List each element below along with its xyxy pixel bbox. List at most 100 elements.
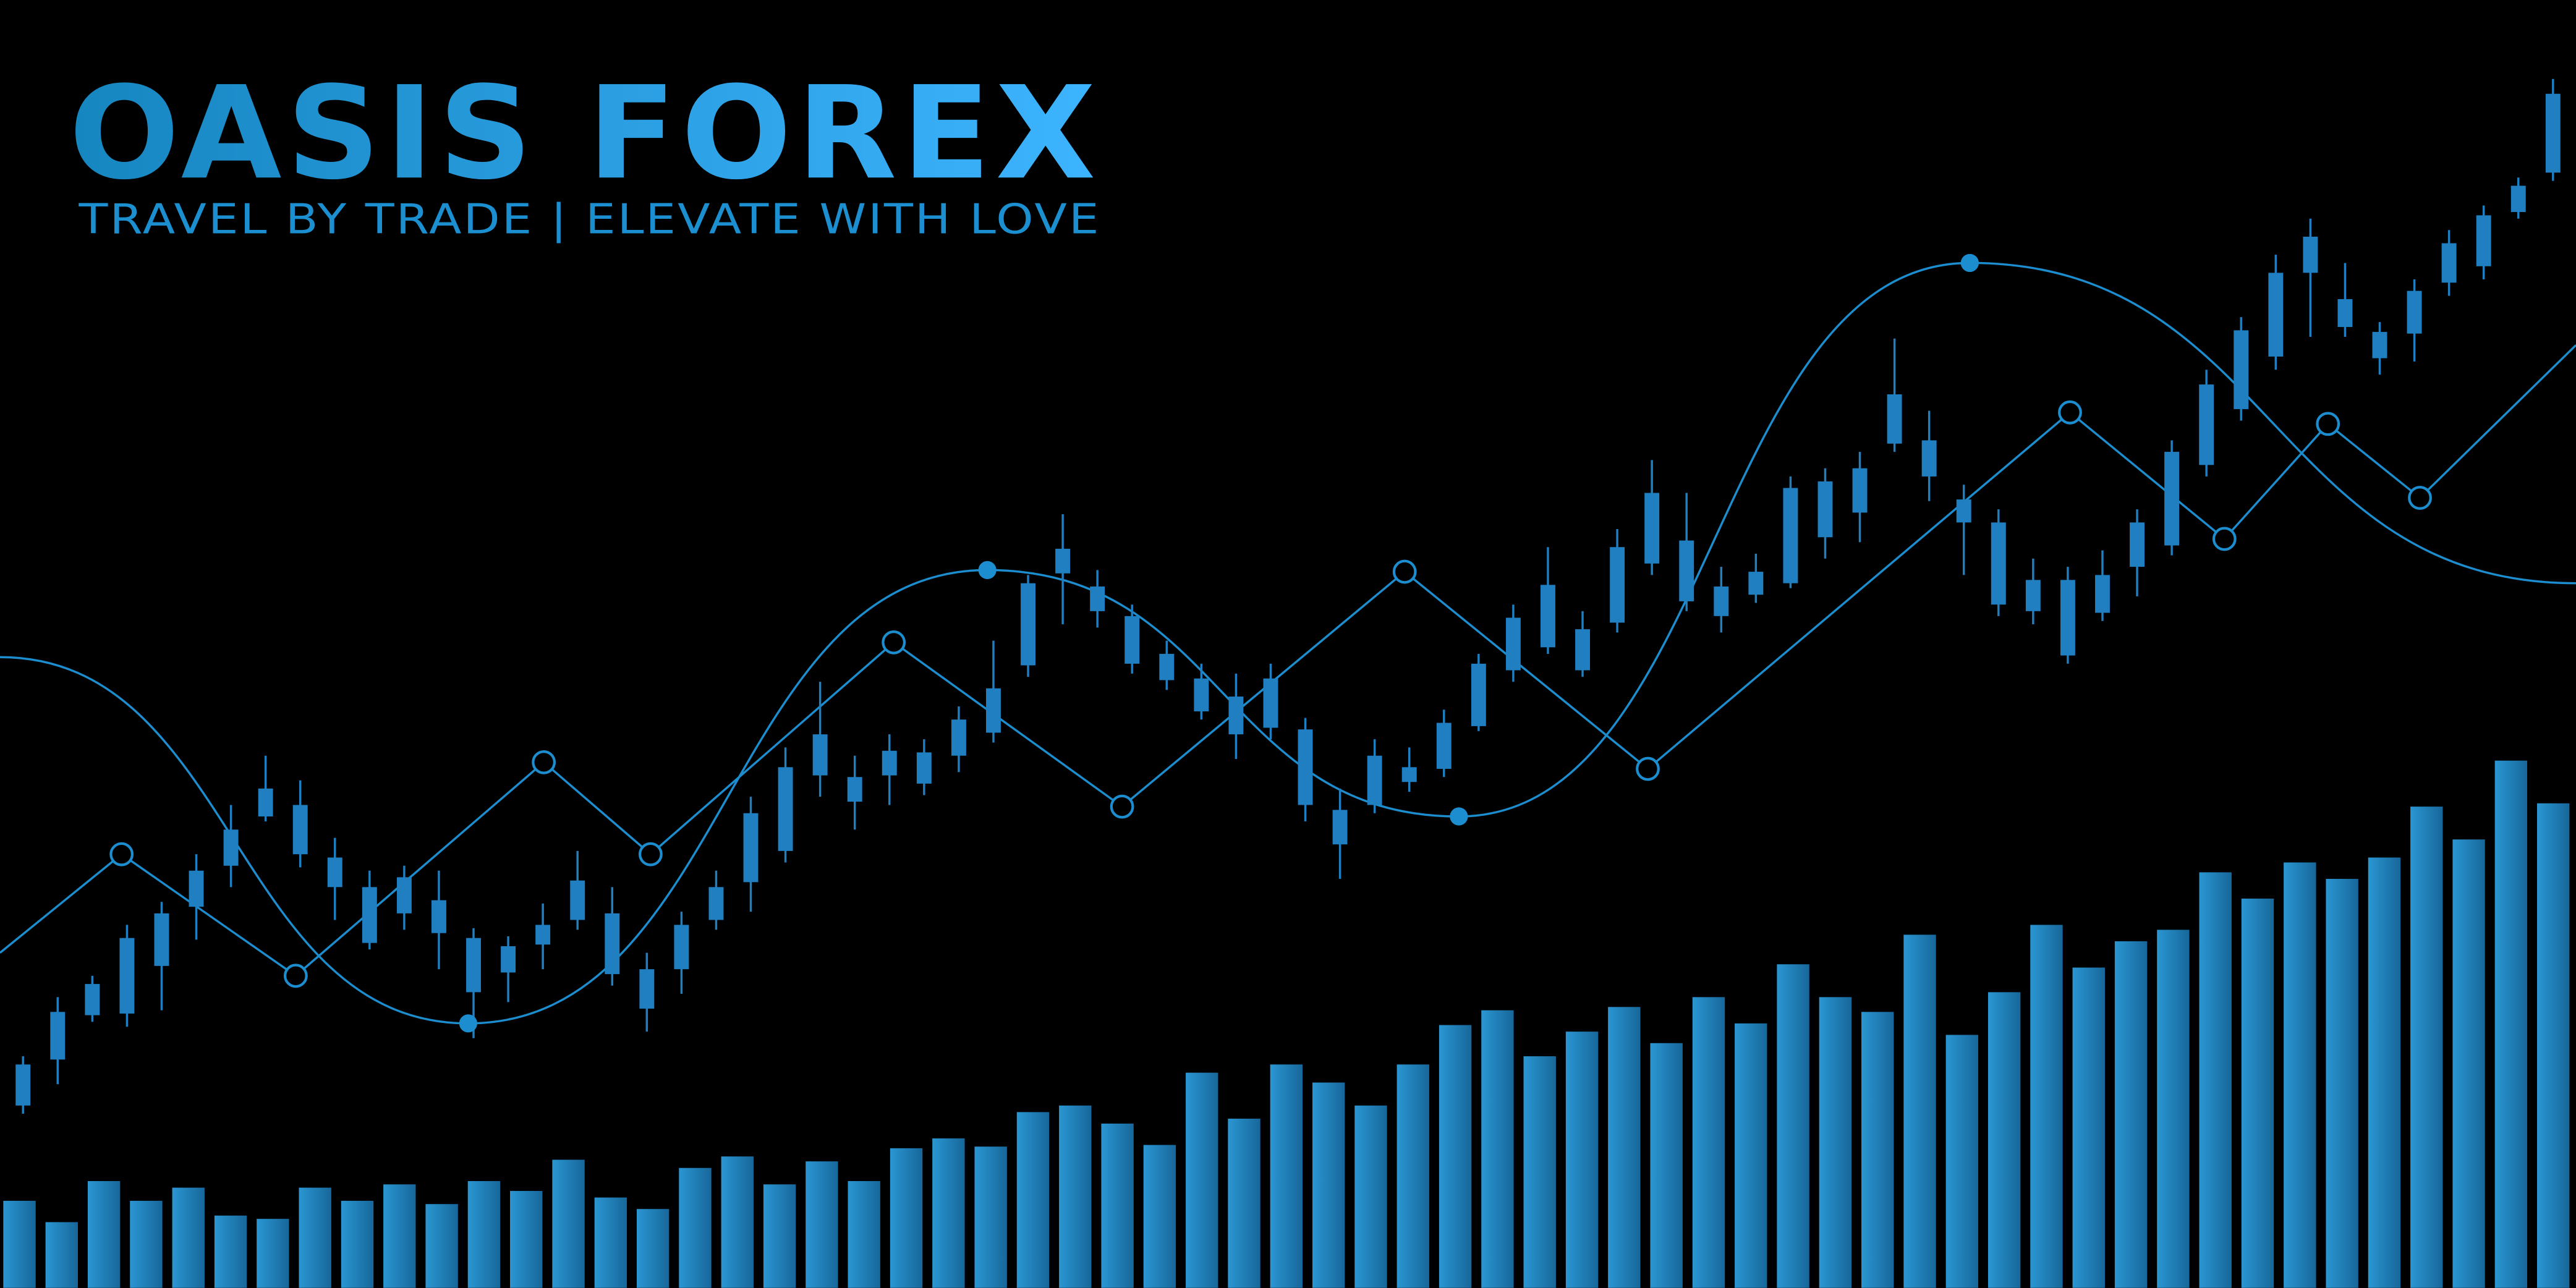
candle-body xyxy=(1644,493,1660,564)
candle-body xyxy=(1021,583,1035,666)
candle-body xyxy=(1505,617,1521,671)
volume-bar xyxy=(341,1200,374,1288)
volume-bar xyxy=(1354,1105,1387,1288)
volume-bar xyxy=(974,1146,1007,1288)
line-marker xyxy=(459,1014,478,1033)
candle-body xyxy=(605,913,620,975)
candle-body xyxy=(2199,384,2214,465)
candle-body xyxy=(2268,273,2284,357)
candle-body xyxy=(2441,243,2457,283)
candle-body xyxy=(2545,93,2561,173)
title: OASIS FOREX xyxy=(69,59,1101,208)
candle-body xyxy=(1748,572,1764,595)
volume-bar xyxy=(1987,992,2021,1288)
volume-bar xyxy=(130,1200,163,1288)
line-marker xyxy=(2316,412,2340,436)
volume-bar xyxy=(2368,857,2401,1288)
candle-body xyxy=(1610,547,1625,623)
candle-body xyxy=(2060,580,2075,656)
volume-bar xyxy=(2114,941,2148,1288)
candle-body xyxy=(2164,452,2180,546)
candle-body xyxy=(1887,394,1902,444)
candle-body xyxy=(1575,629,1590,671)
volume-bar xyxy=(383,1184,416,1288)
volume-bar xyxy=(2284,862,2316,1288)
line-marker xyxy=(109,842,134,866)
candle-body xyxy=(2510,185,2526,213)
candle-body xyxy=(1332,810,1348,845)
volume-bar xyxy=(1270,1064,1303,1288)
volume-bar xyxy=(1186,1072,1218,1288)
line-marker xyxy=(2212,527,2237,551)
volume-bar xyxy=(932,1138,965,1288)
volume-bar xyxy=(467,1181,501,1288)
candle-body xyxy=(1817,481,1833,538)
volume-bar xyxy=(721,1156,754,1288)
candle-body xyxy=(1471,663,1486,726)
candle-body xyxy=(1401,767,1417,782)
candle-body xyxy=(1783,488,1798,583)
volume-bar xyxy=(594,1197,627,1288)
line-marker xyxy=(1636,756,1660,781)
volume-bar xyxy=(1903,934,1936,1288)
volume-bar xyxy=(890,1148,923,1288)
candle-body xyxy=(223,829,239,866)
line-marker xyxy=(978,561,997,580)
candle-body xyxy=(2130,522,2145,567)
volume-bar xyxy=(763,1184,796,1288)
candle-body xyxy=(2095,575,2110,613)
candle-body xyxy=(2234,330,2249,409)
candle-body xyxy=(1541,585,1555,648)
candle-body xyxy=(1124,616,1140,664)
candle-body xyxy=(1263,678,1278,728)
volume-bar xyxy=(806,1161,838,1288)
candle-body xyxy=(1090,586,1105,611)
line-marker xyxy=(2408,486,2432,510)
volume-bar xyxy=(1735,1023,1767,1288)
candle-body xyxy=(2025,580,2041,611)
candle-body xyxy=(674,925,689,970)
candle-body xyxy=(1436,722,1452,769)
candle-body xyxy=(570,880,585,920)
candle-body xyxy=(1159,653,1175,680)
volume-bar xyxy=(1692,997,1725,1288)
volume-bar xyxy=(1312,1082,1345,1288)
candle-body xyxy=(189,870,204,907)
candle-body xyxy=(1298,729,1313,805)
volume-bar xyxy=(1481,1010,1514,1288)
volume-bar xyxy=(1861,1012,1894,1288)
volume-bar xyxy=(848,1181,880,1288)
volume-bar xyxy=(87,1181,121,1288)
volume-bar xyxy=(2157,930,2190,1288)
volume-bar xyxy=(2241,898,2274,1288)
volume-bar xyxy=(636,1209,670,1288)
candle-body xyxy=(1194,678,1209,711)
volume-bar xyxy=(425,1204,458,1288)
line-marker xyxy=(283,964,308,988)
volume-bar xyxy=(299,1187,331,1288)
candle-body xyxy=(1679,540,1694,601)
plot xyxy=(0,78,2576,1288)
volume-bar xyxy=(1439,1025,1472,1288)
candle-body xyxy=(2372,332,2387,358)
candle-body xyxy=(501,946,516,973)
volume-bar xyxy=(552,1159,585,1288)
line-marker xyxy=(1392,559,1417,584)
volume-bar xyxy=(2326,879,2358,1288)
candle-body xyxy=(2337,299,2353,328)
line-marker xyxy=(638,842,663,866)
volume-bar xyxy=(1228,1119,1260,1288)
candle-body xyxy=(882,750,897,776)
candle-body xyxy=(85,984,100,1015)
candle-body xyxy=(50,1012,66,1060)
candle-body xyxy=(1055,548,1071,574)
candle-body xyxy=(1852,468,1868,513)
candle-body xyxy=(1956,499,1971,523)
candle-body xyxy=(1228,697,1244,735)
line-marker xyxy=(1450,807,1468,826)
candle-body xyxy=(292,805,308,855)
candle-body xyxy=(708,887,724,920)
candle-body xyxy=(431,900,446,933)
